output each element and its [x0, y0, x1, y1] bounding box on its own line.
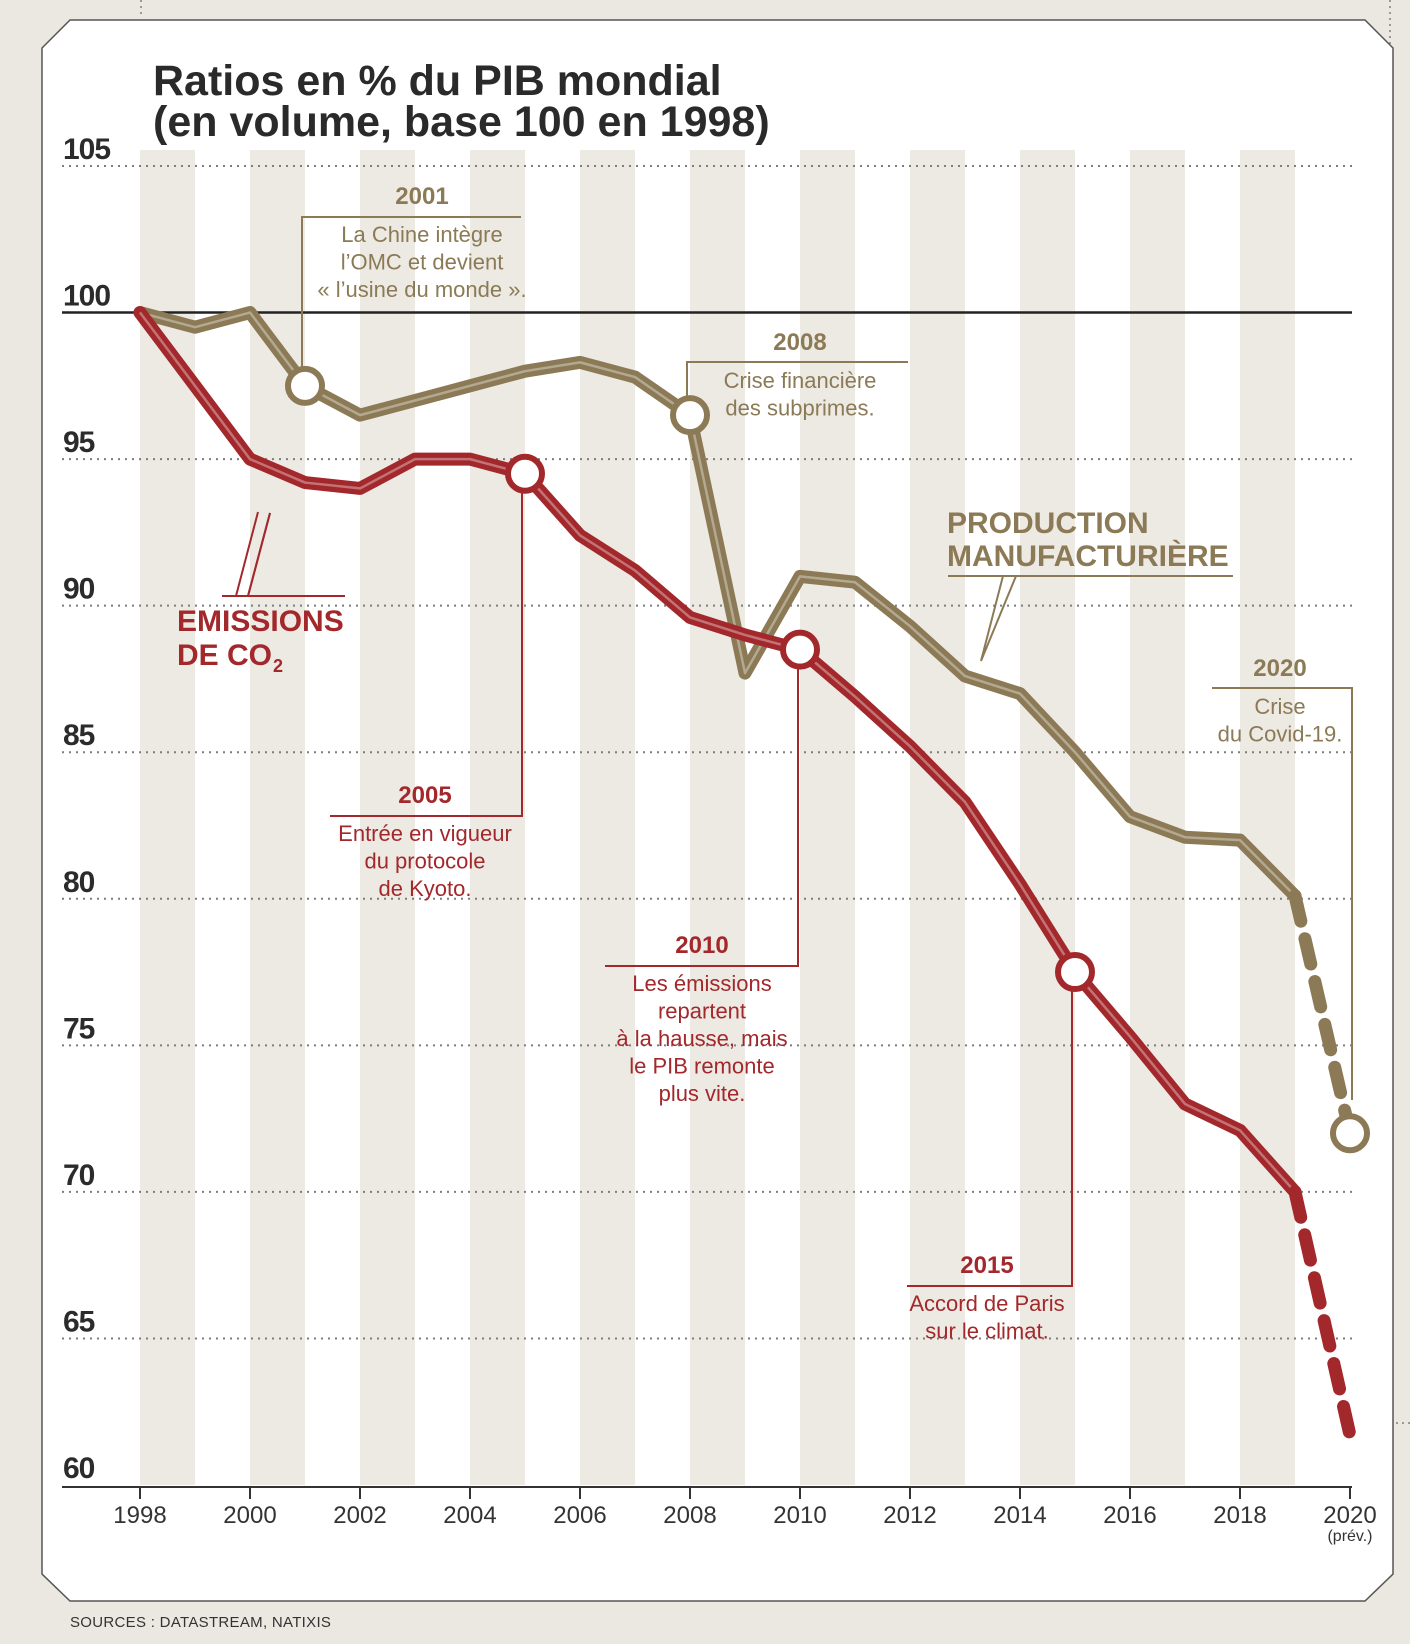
x-tick-label: 2018 [1213, 1502, 1266, 1529]
annotation-text-line: le PIB remonte [629, 1054, 775, 1079]
y-tick-label: 95 [63, 426, 95, 459]
series-line [133, 306, 1302, 903]
series-forecast-line [1288, 889, 1357, 1140]
y-tick-label: 60 [63, 1452, 95, 1485]
annotation-year: 2020 [1253, 655, 1306, 682]
production-label-pointer [980, 575, 1017, 662]
x-tick-label: 2012 [883, 1502, 936, 1529]
emissions-label-line2: DE CO [177, 639, 272, 672]
year-band [470, 150, 525, 1485]
annotation-text-line: La Chine intègre [341, 222, 502, 247]
year-band [580, 150, 635, 1485]
annotation-leader [301, 216, 521, 384]
annotation-text-line: plus vite. [659, 1081, 746, 1106]
annotation-leader [330, 484, 523, 817]
annotation-text-line: sur le climat. [925, 1319, 1048, 1344]
x-tick-label: 2020 [1323, 1502, 1376, 1529]
annotation-text-line: Crise financière [724, 368, 877, 393]
year-band [690, 150, 745, 1485]
annotation-leaders [301, 216, 1353, 1287]
emissions-label-subscript: 2 [273, 656, 283, 676]
annotation-year: 2015 [960, 1252, 1013, 1279]
y-tick-label: 80 [63, 866, 95, 899]
x-tick-label: 2002 [333, 1502, 386, 1529]
event-marker [1330, 1113, 1370, 1154]
series-line [133, 306, 1302, 1199]
annotation-text-line: l’OMC et devient [341, 250, 504, 275]
year-band [360, 150, 415, 1485]
annotation-year: 2010 [675, 932, 728, 959]
annotation-year: 2001 [395, 183, 448, 210]
annotation-text-line: Accord de Paris [909, 1291, 1064, 1316]
year-band [1240, 150, 1295, 1485]
y-tick-label: 90 [63, 573, 95, 606]
x-tick-label: 2014 [993, 1502, 1046, 1529]
production-label-line1: PRODUCTION [947, 507, 1149, 540]
chart-title: Ratios en % du PIB mondial [153, 57, 722, 105]
event-marker [780, 629, 820, 670]
annotation-text-line: de Kyoto. [379, 876, 472, 901]
x-tick-label: 2004 [443, 1502, 496, 1529]
emissions-label-pointer-tip [247, 512, 271, 597]
emissions-label-line1: EMISSIONS [177, 605, 344, 638]
emissions-label-pointer-tip2 [235, 511, 259, 597]
annotation-leader [907, 988, 1073, 1287]
annotation-text-line: des subprimes. [725, 396, 874, 421]
year-band [910, 150, 965, 1485]
x-tick-label: 2000 [223, 1502, 276, 1529]
event-marker [285, 365, 325, 406]
annotation-text-line: Crise [1254, 694, 1305, 719]
annotation-text-line: du Covid-19. [1218, 722, 1343, 747]
event-marker [670, 395, 710, 436]
series-line-highlight [139, 311, 1296, 897]
annotation-text-line: Les émissions [632, 971, 771, 996]
series-line-highlight [139, 311, 1296, 1193]
x-tick-label: 2008 [663, 1502, 716, 1529]
annotation-leader [605, 656, 799, 967]
annotations: 2001 La Chine intègre l’OMC et devient« l’… [317, 183, 1342, 1344]
source-note: SOURCES : DATASTREAM, NATIXIS [70, 1614, 331, 1631]
annotation-text-line: à la hausse, mais [616, 1026, 787, 1051]
annotation-year: 2008 [773, 329, 826, 356]
x-tick-label: 2010 [773, 1502, 826, 1529]
annotation-leader [1212, 687, 1353, 1100]
y-tick-label: 85 [63, 719, 95, 752]
y-tick-label: 75 [63, 1012, 95, 1045]
x-tick-label: 1998 [113, 1502, 166, 1529]
x-tick-label: 2006 [553, 1502, 606, 1529]
x-tick-sublabel: (prév.) [1327, 1528, 1372, 1545]
gridlines [62, 165, 1352, 1340]
annotation-text-line: « l’usine du monde ». [317, 277, 526, 302]
annotation-text-line: Entrée en vigueur [338, 821, 512, 846]
axes: 60 65 70 75 80 85 90 95 100 105 1998 2000 2002 2004 20… [62, 133, 1377, 1545]
y-tick-label: 100 [63, 280, 110, 313]
series-lines [133, 306, 1357, 1442]
x-tick-label: 2016 [1103, 1502, 1156, 1529]
y-tick-label: 105 [63, 133, 110, 166]
series-forecast-line [1288, 1185, 1357, 1442]
chart-subtitle: (en volume, base 100 en 1998) [153, 98, 770, 146]
y-tick-label: 70 [63, 1159, 95, 1192]
annotation-year: 2005 [398, 782, 451, 809]
event-marker [1055, 952, 1095, 993]
y-tick-label: 65 [63, 1305, 95, 1338]
series-markers [285, 365, 1370, 1154]
year-band [800, 150, 855, 1485]
annotation-text-line: repartent [658, 999, 746, 1024]
year-band [1020, 150, 1075, 1485]
annotation-text-line: du protocole [364, 849, 485, 874]
production-label-line2: MANUFACTURIÈRE [947, 539, 1229, 573]
event-marker [505, 453, 545, 494]
